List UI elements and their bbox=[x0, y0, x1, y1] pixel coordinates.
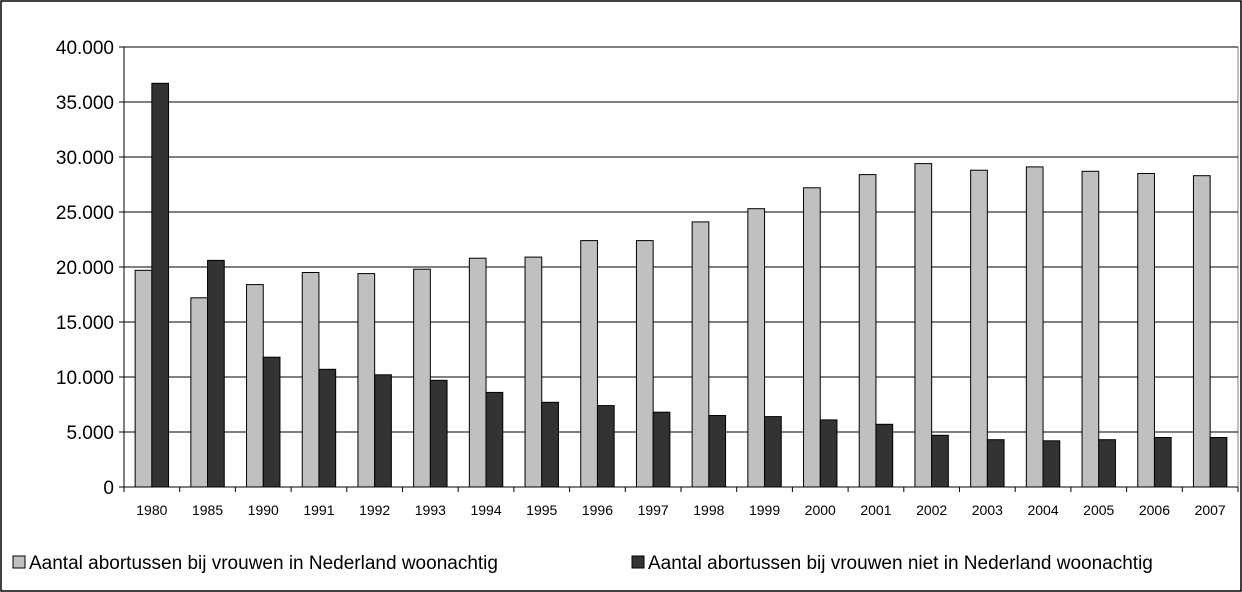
x-tick-label: 1990 bbox=[248, 502, 279, 518]
bar-series-2-1990 bbox=[262, 356, 281, 488]
bar-series-2-2001 bbox=[875, 423, 894, 488]
bar-series-1-1998 bbox=[691, 221, 710, 488]
x-tick-label: 1996 bbox=[582, 502, 613, 518]
x-tick-label: 1985 bbox=[192, 502, 223, 518]
x-tick-label: 1993 bbox=[415, 502, 446, 518]
bar-series-2-2005 bbox=[1098, 439, 1116, 488]
y-tick-label: 35.000 bbox=[56, 93, 114, 114]
bar-series-2-1996 bbox=[596, 405, 615, 488]
bar-series-1-2007 bbox=[1192, 175, 1211, 488]
bar-series-1-1990 bbox=[246, 284, 264, 488]
bar-series-1-1980 bbox=[134, 269, 153, 488]
legend-swatch-1 bbox=[12, 555, 26, 569]
bar-series-2-1991 bbox=[318, 368, 337, 488]
bar-series-1-2002 bbox=[914, 163, 933, 488]
bar-series-2-1998 bbox=[708, 415, 727, 488]
bar-series-2-1980 bbox=[151, 82, 170, 488]
x-tick-label: 1992 bbox=[359, 502, 390, 518]
x-tick-label: 2002 bbox=[916, 502, 947, 518]
bar-series-1-1995 bbox=[524, 256, 543, 488]
x-tick-label: 2004 bbox=[1027, 502, 1058, 518]
legend-label-1: Aantal abortussen bij vrouwen in Nederla… bbox=[29, 553, 498, 574]
x-tick-label: 2006 bbox=[1139, 502, 1170, 518]
bar-series-1-2006 bbox=[1137, 173, 1155, 488]
x-tick-label: 2000 bbox=[805, 502, 836, 518]
y-tick-label: 15.000 bbox=[56, 313, 114, 334]
bar-series-2-1993 bbox=[429, 379, 448, 488]
bar-series-2-1985 bbox=[207, 259, 225, 488]
bar-series-1-2004 bbox=[1025, 166, 1044, 488]
x-tick-labels: 1980 1985 1990 1991 1992 1993 1994 1995 1996 1997… bbox=[136, 502, 1226, 518]
y-tick-label: 0 bbox=[103, 478, 114, 499]
bar-series-1-1991 bbox=[301, 272, 320, 488]
bar-series-1-2001 bbox=[858, 174, 877, 488]
bar-series-1-1993 bbox=[413, 268, 431, 488]
x-tick-label: 1980 bbox=[136, 502, 167, 518]
bar-series-1-1997 bbox=[635, 240, 654, 488]
x-tick-label: 1999 bbox=[749, 502, 780, 518]
x-tick-label: 1998 bbox=[693, 502, 724, 518]
bar-series-2-2000 bbox=[819, 419, 838, 488]
y-tick-labels: 0 5.000 10.000 15.000 20.000 25.000 30.000 35.0… bbox=[56, 38, 114, 499]
bar-series-2-2007 bbox=[1209, 437, 1228, 488]
x-tick-label: 2005 bbox=[1083, 502, 1114, 518]
bar-series-1-1992 bbox=[357, 273, 376, 488]
bar-series-2-2003 bbox=[986, 439, 1005, 488]
y-tick-label: 30.000 bbox=[56, 148, 114, 169]
bar-series-1-2003 bbox=[970, 169, 988, 488]
y-tick-label: 10.000 bbox=[56, 368, 114, 389]
bar-series-2-2004 bbox=[1042, 440, 1061, 488]
y-tick-label: 5.000 bbox=[66, 423, 114, 444]
legend-swatch-2 bbox=[631, 555, 645, 569]
x-tick-label: 1995 bbox=[526, 502, 557, 518]
bar-series-1-2000 bbox=[803, 187, 821, 488]
bar-series-2-1999 bbox=[764, 416, 782, 488]
bar-series-1-1996 bbox=[580, 240, 598, 488]
bar-series-2-1995 bbox=[541, 401, 559, 488]
bars bbox=[134, 82, 1228, 488]
bar-series-1-1999 bbox=[747, 208, 766, 488]
y-tick-label: 20.000 bbox=[56, 258, 114, 279]
legend-label-2: Aantal abortussen bij vrouwen niet in Ne… bbox=[648, 553, 1153, 574]
x-tick-label: 2007 bbox=[1195, 502, 1226, 518]
bar-series-2-1994 bbox=[485, 391, 504, 488]
x-tick-label: 2001 bbox=[860, 502, 891, 518]
bar-series-2-2006 bbox=[1153, 437, 1172, 488]
bar-series-1-1985 bbox=[190, 297, 209, 488]
axes bbox=[119, 46, 1239, 492]
bar-series-2-2002 bbox=[931, 434, 949, 488]
x-tick-label: 2003 bbox=[972, 502, 1003, 518]
y-tick-label: 25.000 bbox=[56, 203, 114, 224]
bar-series-1-2005 bbox=[1081, 170, 1100, 488]
x-tick-label: 1994 bbox=[470, 502, 501, 518]
bar-series-2-1997 bbox=[652, 411, 671, 488]
bar-series-2-1992 bbox=[374, 374, 392, 488]
x-tick-label: 1997 bbox=[638, 502, 669, 518]
legend: Aantal abortussen bij vrouwen in Nederla… bbox=[12, 553, 1153, 574]
x-tick-label: 1991 bbox=[303, 502, 334, 518]
y-tick-label: 40.000 bbox=[56, 38, 114, 59]
bar-series-1-1994 bbox=[468, 257, 487, 488]
